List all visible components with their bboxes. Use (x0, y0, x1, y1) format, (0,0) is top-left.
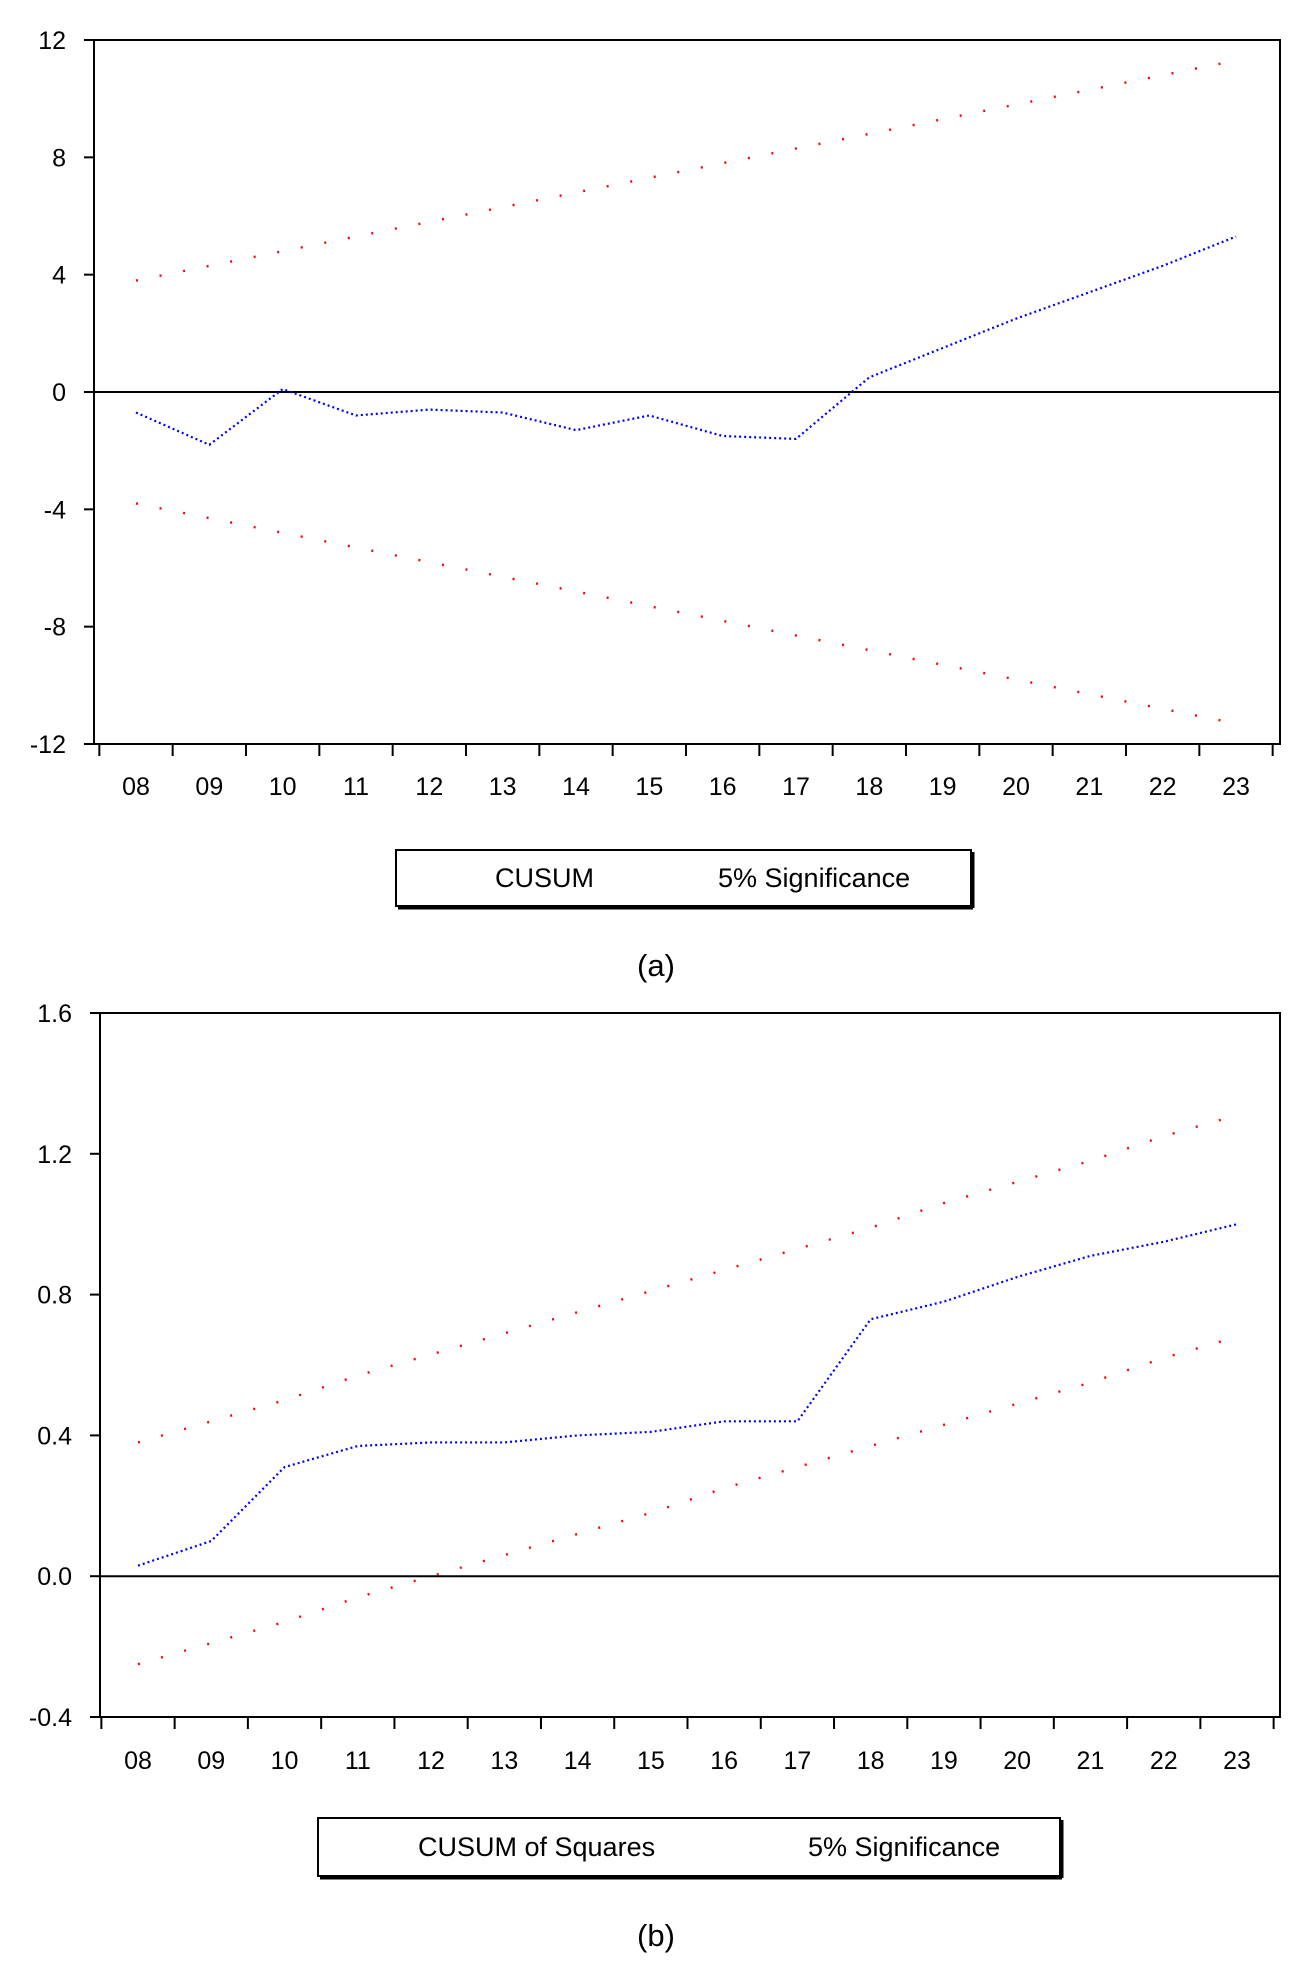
x-tick-label: 21 (1075, 773, 1103, 801)
series-group (135, 59, 1237, 725)
x-tick-label: 16 (710, 1747, 738, 1775)
x-tick-label: 23 (1223, 1747, 1251, 1775)
x-tick-label: 14 (562, 773, 590, 801)
x-tick-label: 09 (195, 773, 223, 801)
x-tick-label: 22 (1149, 773, 1177, 801)
series-line-significance-bound (135, 502, 1237, 725)
legend: CUSUM of Squares 5% Significance (317, 1817, 1064, 1880)
legend-label-significance: 5% Significance (808, 1832, 1000, 1862)
x-tick-label: 10 (271, 1747, 299, 1775)
y-tick-label: 1.6 (37, 1000, 72, 1028)
series-line-significance-bound (135, 59, 1237, 282)
series-group (137, 1113, 1238, 1666)
chart-b: 1.6 1.2 0.8 0.4 0.0 -0.4 08 09 10 11 12 13 14 15 16 17… (29, 1000, 1281, 1953)
y-tick-label: 0.4 (37, 1422, 72, 1450)
chart-a: 12 8 4 0 -4 -8 -12 08 09 10 11 12 13 14 15 16 17 18 19 20 2… (30, 27, 1281, 983)
x-tick-label: 10 (269, 773, 297, 801)
y-tick-label: 1.2 (37, 1141, 72, 1169)
x-tick-label: 19 (930, 1747, 958, 1775)
x-tick-label: 23 (1222, 773, 1250, 801)
y-tick-label: -12 (30, 731, 66, 759)
x-tick-label: 17 (783, 1747, 811, 1775)
y-tick-label: 0.0 (37, 1563, 72, 1591)
legend-box (317, 1817, 1061, 1877)
x-tick-label: 12 (417, 1747, 445, 1775)
x-tick-label: 15 (635, 773, 663, 801)
x-tick-label: 18 (855, 773, 883, 801)
x-tick-label: 09 (197, 1747, 225, 1775)
y-tick-label: 4 (52, 262, 66, 290)
y-tick-label: -4 (44, 496, 66, 524)
x-tick-label: 08 (122, 773, 150, 801)
x-tick-label: 20 (1003, 1747, 1031, 1775)
y-tick-label: 0 (52, 379, 66, 407)
x-tick-label: 11 (345, 1747, 371, 1775)
y-tick-label: -0.4 (29, 1704, 72, 1732)
x-tick-label: 08 (124, 1747, 152, 1775)
x-tick-label: 13 (490, 1747, 518, 1775)
x-tick-label: 14 (564, 1747, 592, 1775)
series-line-significance-bound (137, 1335, 1238, 1666)
y-tick-label: -8 (44, 614, 66, 642)
x-tick-label: 12 (415, 773, 443, 801)
x-tick-label: 18 (857, 1747, 885, 1775)
caption-b: (b) (637, 1918, 675, 1953)
y-tick-label: 0.8 (37, 1282, 72, 1310)
x-tick-label: 13 (489, 773, 517, 801)
x-tick-label: 11 (343, 773, 369, 801)
x-tick-label: 15 (637, 1747, 665, 1775)
y-tick-label: 8 (52, 144, 66, 172)
x-axis: 08 09 10 11 12 13 14 15 16 17 18 19 20 21 22 23 (98, 744, 1274, 801)
x-tick-label: 17 (782, 773, 810, 801)
series-line-main (135, 235, 1237, 447)
y-tick-label: 12 (38, 27, 66, 55)
series-line-significance-bound (137, 1113, 1238, 1444)
x-tick-label: 22 (1150, 1747, 1178, 1775)
x-tick-label: 19 (929, 773, 957, 801)
y-axis: 1.6 1.2 0.8 0.4 0.0 -0.4 (29, 1000, 100, 1732)
x-axis: 08 09 10 11 12 13 14 15 16 17 18 19 20 21 22 23 (100, 1717, 1275, 1775)
legend: CUSUM 5% Significance (395, 849, 975, 910)
legend-label-significance: 5% Significance (718, 863, 910, 893)
y-axis: 12 8 4 0 -4 -8 -12 (30, 27, 94, 759)
legend-label-cusum-squares: CUSUM of Squares (418, 1832, 655, 1862)
x-tick-label: 20 (1002, 773, 1030, 801)
plot-frame (99, 1012, 1281, 1718)
series-line-main (137, 1223, 1238, 1567)
legend-label-cusum: CUSUM (495, 863, 594, 893)
x-tick-label: 16 (709, 773, 737, 801)
legend-box (395, 849, 972, 907)
x-tick-label: 21 (1077, 1747, 1105, 1775)
caption-a: (a) (637, 948, 675, 983)
